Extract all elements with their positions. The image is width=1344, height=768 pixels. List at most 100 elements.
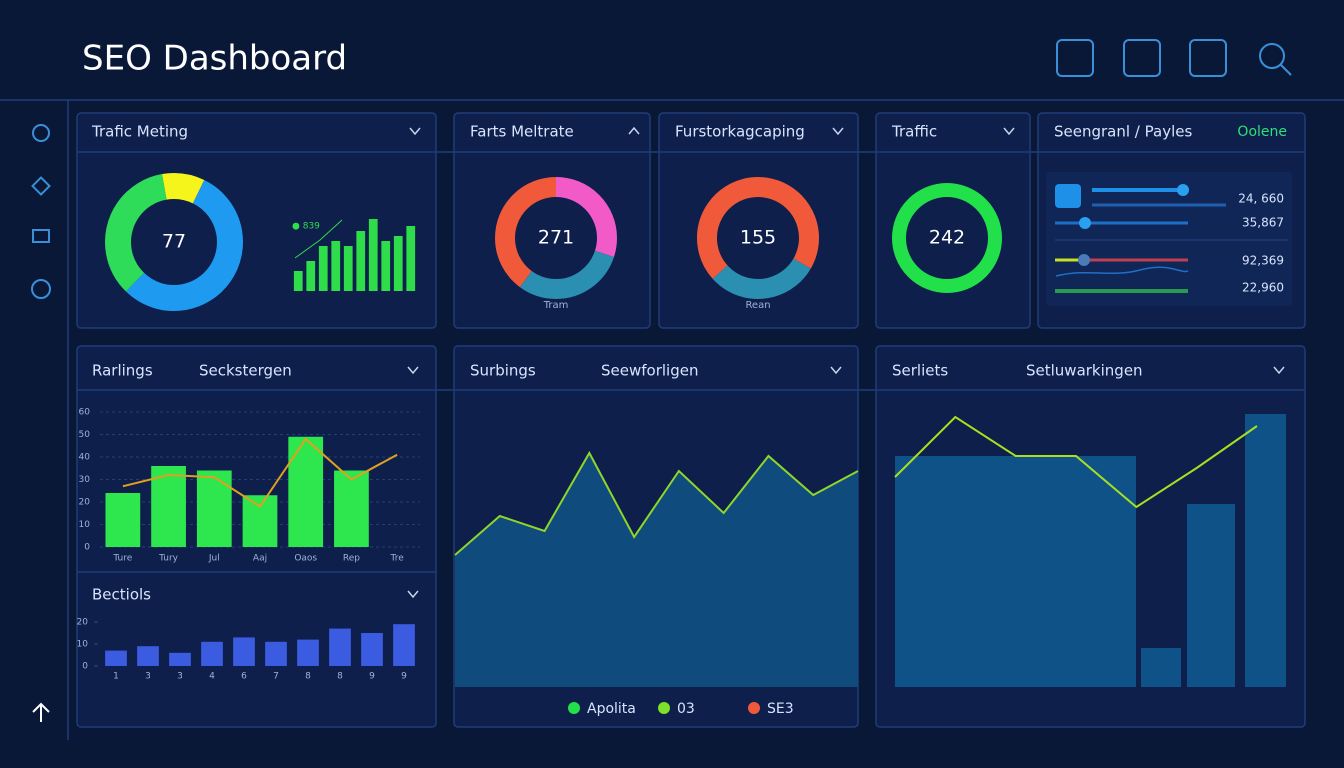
x-tick-label: 7 (273, 672, 279, 682)
dropdown-chevron[interactable] (407, 590, 419, 599)
bar (293, 271, 303, 291)
y-tick-label: 50 (79, 430, 91, 440)
bar (265, 641, 287, 666)
panel-title: Traffic (891, 123, 937, 141)
panel-link[interactable]: Oolene (1237, 124, 1287, 140)
bar (393, 236, 403, 291)
donut-caption: Tram (543, 300, 569, 311)
bar (1141, 648, 1181, 687)
panel-title: Seengranl / Payles (1054, 123, 1192, 141)
donut-center: 77 (162, 231, 186, 253)
donut-segment (892, 183, 1002, 293)
bar (361, 633, 383, 666)
panel-title: Serliets (892, 362, 948, 380)
bar (1187, 504, 1235, 687)
bar (137, 646, 159, 666)
bar (343, 246, 353, 291)
x-tick-label: 9 (369, 672, 375, 682)
header-icons[interactable] (1056, 39, 1292, 77)
dropdown-chevron[interactable] (407, 366, 419, 375)
nav-up[interactable] (32, 702, 50, 722)
page-title: SEO Dashboard (82, 39, 347, 79)
panel-subtitle: Seckstergen (199, 362, 292, 380)
legend-swatch (658, 702, 670, 714)
bar (356, 231, 366, 291)
y-tick-label: 20 (79, 498, 91, 508)
nav-docs[interactable] (32, 229, 50, 243)
x-tick-label: 8 (337, 672, 343, 682)
sidebar[interactable] (31, 124, 51, 722)
bar (169, 652, 191, 666)
x-tick-label: Tury (158, 554, 179, 564)
slider-knob[interactable] (1177, 184, 1189, 196)
row-value: 35,867 (1242, 216, 1284, 230)
x-tick-label: Tre (390, 554, 405, 564)
icon-chart[interactable] (1056, 39, 1094, 77)
bar (895, 456, 1136, 687)
y-tick-label: 60 (79, 408, 91, 418)
bars-label: ● 839 (292, 222, 320, 232)
icon-search[interactable] (1259, 43, 1285, 69)
panel (658, 112, 859, 329)
legend-label: Apolita (587, 701, 636, 717)
bar (201, 641, 223, 666)
donut-segment (495, 177, 617, 299)
donut-caption: Rean (745, 300, 770, 311)
x-tick-label: 4 (209, 672, 215, 682)
dropdown-chevron[interactable] (1003, 127, 1015, 136)
dropdown-chevron[interactable] (832, 127, 844, 136)
x-tick-label: 8 (305, 672, 311, 682)
sparkline (1055, 266, 1189, 277)
slider-knob[interactable] (1079, 217, 1091, 229)
bar (381, 241, 391, 291)
panel-title: Bectiols (92, 586, 151, 604)
donut-segment (495, 177, 617, 299)
y-tick-label: 10 (77, 640, 89, 650)
area-line (454, 450, 859, 556)
legend-label: 03 (677, 701, 695, 717)
bar (393, 624, 415, 666)
legend-swatch (568, 702, 580, 714)
dropdown-chevron[interactable] (628, 126, 640, 135)
bar (151, 466, 186, 547)
y-tick-label: 30 (79, 475, 91, 485)
bar (368, 219, 378, 291)
bar (318, 246, 328, 291)
bar (105, 650, 127, 666)
x-tick-label: Aaj (253, 554, 267, 564)
icon-wifi[interactable] (1189, 39, 1227, 77)
row-value: 24, 660 (1238, 192, 1284, 206)
icon-search-handle (1280, 64, 1292, 76)
panel-title: Trafic Meting (91, 123, 188, 141)
nav-settings[interactable] (31, 279, 51, 299)
bar (242, 495, 278, 547)
x-tick-label: 1 (113, 672, 119, 682)
bar (297, 639, 319, 666)
x-tick-label: Jul (208, 554, 220, 564)
panel-subtitle: Setluwarkingen (1026, 362, 1143, 380)
slider-list (1046, 172, 1292, 306)
panel-title: Furstorkagcaping (675, 123, 805, 141)
chat-icon (1055, 184, 1081, 208)
dropdown-chevron[interactable] (409, 127, 421, 136)
y-tick-label: 0 (84, 543, 90, 553)
slider-knob[interactable] (1078, 254, 1090, 266)
bar (233, 637, 255, 666)
nav-diamond[interactable] (31, 176, 51, 196)
x-tick-label: Oaos (294, 554, 317, 564)
donut-segment (697, 177, 819, 299)
row-value: 92,369 (1242, 254, 1284, 268)
bar (306, 261, 316, 291)
panel-title: Farts Meltrate (470, 123, 574, 141)
bar (1245, 414, 1286, 687)
x-tick-label: 6 (241, 672, 247, 682)
nav-home[interactable] (32, 124, 50, 142)
x-tick-label: 3 (145, 672, 151, 682)
line (122, 437, 398, 508)
dropdown-chevron[interactable] (830, 366, 842, 375)
icon-report[interactable] (1123, 39, 1161, 77)
panel-title: Rarlings (92, 362, 153, 380)
dropdown-chevron[interactable] (1273, 366, 1285, 375)
bar (329, 628, 351, 666)
